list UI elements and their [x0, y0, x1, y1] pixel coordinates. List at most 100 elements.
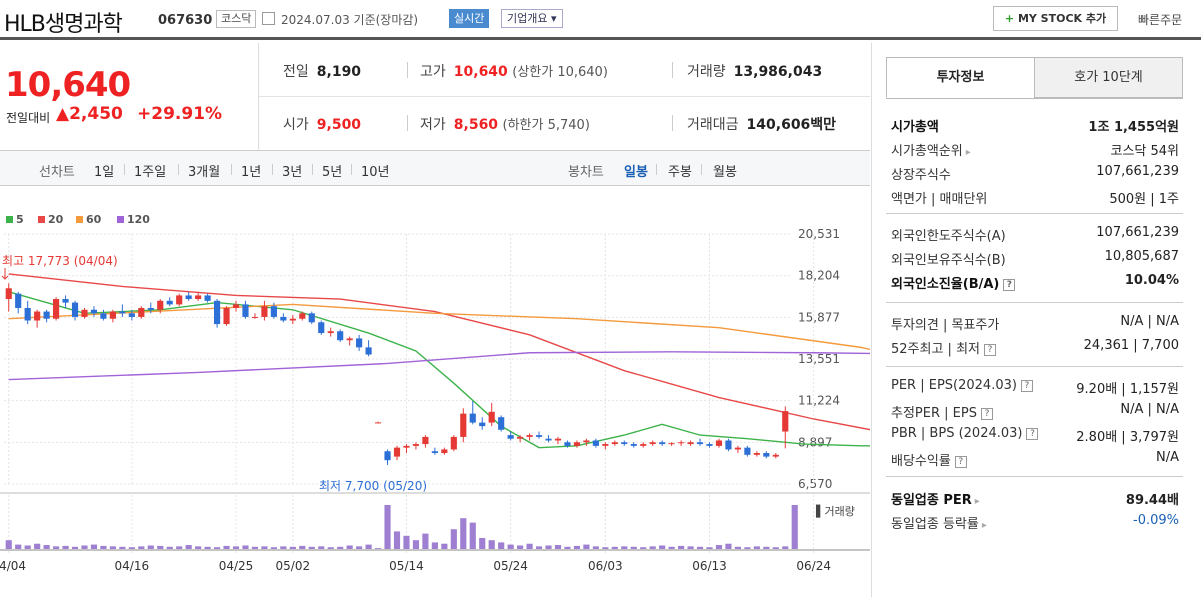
volume-bar [687, 546, 694, 549]
info-row[interactable]: 동일업종 등락률 ▸ -0.09% [891, 513, 1179, 535]
x-tick-label: 06/03 [588, 559, 623, 573]
info-row[interactable]: 시가총액순위 ▸ 코스닥 54위 [891, 140, 1179, 162]
legend-swatch [76, 216, 83, 223]
market-badge: 코스닥 [216, 10, 257, 28]
mystock-add-button[interactable]: + MY STOCK 추가 [993, 6, 1118, 31]
info-row-label: 시가총액 [891, 120, 939, 135]
volume-bar [176, 546, 183, 549]
x-tick-label: 06/13 [692, 559, 727, 573]
info-row-label: 52주최고 | 최저? [891, 338, 996, 357]
volume-bar [498, 542, 505, 549]
period-1d[interactable]: 1일 [94, 165, 115, 180]
volume-bar [469, 522, 476, 549]
trade-amount: 거래대금 140,606백만 [687, 117, 837, 133]
volume-bar [583, 544, 590, 549]
quote-date: 2024.07.03 기준(장마감) [281, 13, 419, 27]
candle-weekly[interactable]: 주봉 [668, 165, 692, 180]
candle-body [659, 442, 666, 445]
legend-swatch [38, 216, 45, 223]
help-icon[interactable]: ? [1003, 278, 1016, 291]
volume-bar [356, 546, 363, 549]
volume-bar [34, 543, 41, 549]
candle-body [308, 313, 315, 323]
candle-body [138, 307, 145, 317]
info-row-label: PER | EPS(2024.03)? [891, 378, 1033, 393]
divider [672, 62, 673, 78]
period-5y[interactable]: 5년 [322, 165, 343, 180]
info-row-label: 동일업종 PER ▸ [891, 493, 980, 508]
volume-bar [649, 546, 656, 549]
volume-bar [53, 546, 60, 549]
volume-bar [611, 546, 618, 549]
low-arrow-icon [384, 454, 391, 465]
stock-name[interactable]: HLB생명과학 [4, 12, 123, 37]
candle-monthly[interactable]: 월봉 [713, 165, 737, 180]
candle-daily[interactable]: 일봉 [624, 165, 648, 180]
legend-label: 120 [127, 213, 150, 226]
day-high: 고가 10,640 (상한가 10,640) [420, 64, 608, 80]
info-row: 52주최고 | 최저? 24,361 | 7,700 [891, 338, 1179, 360]
info-row-label: 투자의견 | 목표주가 [891, 318, 1000, 333]
volume-bar [640, 547, 647, 549]
candle-body [327, 331, 334, 334]
period-10y[interactable]: 10년 [361, 165, 390, 180]
chevron-right-icon: ▸ [974, 496, 980, 507]
volume-bar [564, 546, 571, 549]
help-icon[interactable]: ? [1020, 379, 1033, 392]
period-3m[interactable]: 3개월 [188, 165, 221, 180]
volume-bar [327, 547, 334, 549]
period-3y[interactable]: 3년 [282, 165, 303, 180]
candle-body [109, 311, 116, 319]
volume-bar [621, 546, 628, 549]
volume-bar [460, 518, 467, 549]
stock-chart[interactable]: 20,531 18,204 15,877 13,551 11,224 8,897 6,570… [0, 187, 870, 597]
quick-order-link[interactable]: 빠른주문 [1138, 13, 1183, 27]
info-row[interactable]: 동일업종 PER ▸ 89.44배 [891, 489, 1179, 511]
y-tick-label: 6,570 [798, 477, 832, 491]
candle-body [119, 311, 126, 314]
corp-info-dropdown[interactable]: 기업개요 ▾ [501, 9, 563, 28]
divider [351, 164, 352, 175]
plus-icon: + [1004, 12, 1015, 25]
candle-body [365, 347, 372, 355]
candle-body [687, 442, 694, 445]
volume-bar [204, 546, 211, 549]
help-icon[interactable]: ? [954, 455, 967, 468]
candle-body [469, 413, 476, 423]
divider [701, 164, 702, 175]
candle-body [630, 444, 637, 446]
period-1w[interactable]: 1주일 [134, 165, 167, 180]
volume-bar [270, 547, 277, 549]
candle-body [431, 451, 438, 454]
legend-label: 20 [48, 213, 64, 226]
period-1y[interactable]: 1년 [241, 165, 262, 180]
realtime-button[interactable]: 실시간 [449, 9, 490, 28]
volume-bar [412, 540, 420, 549]
candle-body [15, 293, 22, 308]
candle-body [507, 435, 514, 439]
volume-bar [81, 545, 88, 549]
tab-investment-info[interactable]: 투자정보 [886, 57, 1035, 98]
tab-orderbook[interactable]: 호가 10단계 [1034, 57, 1183, 98]
volume-bar [185, 545, 192, 549]
candle-body [498, 417, 505, 430]
divider [178, 164, 179, 175]
help-icon[interactable]: ? [1026, 427, 1039, 440]
candle-body [517, 436, 524, 439]
candle-body [128, 313, 135, 317]
info-row-label: 액면가 | 매매단위 [891, 192, 988, 207]
y-tick-label: 8,897 [798, 435, 832, 449]
help-icon[interactable]: ? [984, 343, 996, 356]
legend-label: 5 [16, 213, 24, 226]
volume-bar [280, 546, 287, 549]
divider [312, 164, 313, 175]
candle-body [195, 295, 202, 300]
help-icon[interactable]: ? [980, 407, 993, 420]
info-row: 외국인한도주식수(A) 107,661,239 [891, 225, 1179, 247]
volume-bar [715, 545, 723, 549]
legend-label: 60 [86, 213, 102, 226]
volume-bar [337, 546, 344, 549]
volume-bar [318, 546, 325, 549]
candle-body [176, 295, 183, 305]
info-row-value: N/A | N/A [1120, 402, 1179, 417]
